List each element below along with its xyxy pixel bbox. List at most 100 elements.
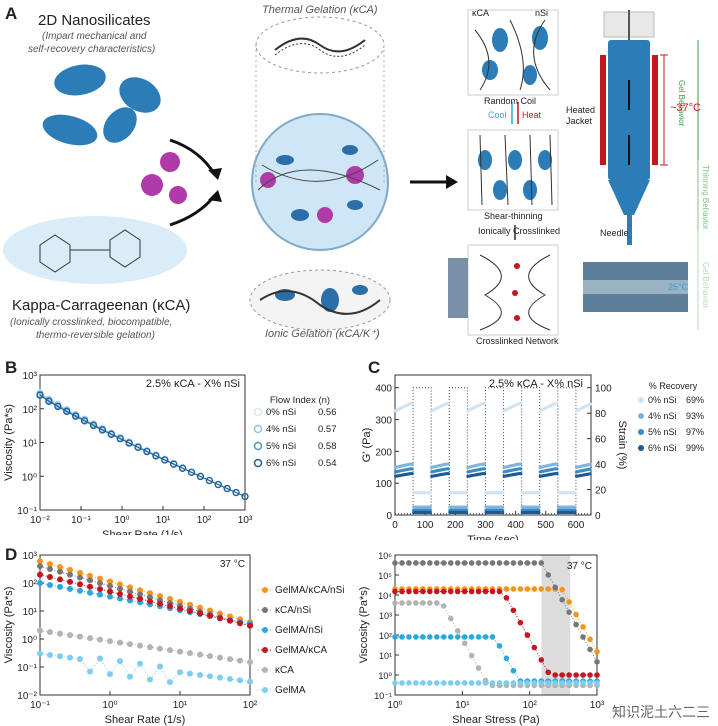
data-point xyxy=(538,586,545,592)
data-point xyxy=(197,671,203,678)
y-tick-label: 10⁻¹ xyxy=(17,506,37,517)
data-point xyxy=(392,600,398,606)
data-point xyxy=(503,680,510,686)
legend-recovery: 93% xyxy=(686,411,704,421)
y2-tick-label: 80 xyxy=(595,409,607,420)
data-point xyxy=(454,560,461,566)
data-point xyxy=(72,412,80,420)
data-point xyxy=(67,566,73,573)
x-tick-label: 10⁰ xyxy=(387,700,402,711)
data-point xyxy=(433,680,440,686)
legend-label: GelMA/nSi xyxy=(275,625,323,636)
legend-marker xyxy=(262,687,268,693)
data-point xyxy=(531,560,538,566)
data-point xyxy=(107,588,113,595)
data-point xyxy=(227,656,233,663)
data-point xyxy=(573,510,577,515)
data-point xyxy=(134,443,142,452)
y-tick-label: 10⁶ xyxy=(378,551,392,561)
data-point xyxy=(580,624,586,630)
y-axis-label: Viscosity (Pa*s) xyxy=(358,587,370,664)
data-point xyxy=(127,588,133,595)
strain-line xyxy=(395,387,591,515)
data-point xyxy=(97,575,103,582)
data-point xyxy=(116,435,124,443)
data-point xyxy=(588,472,592,476)
data-point xyxy=(37,650,43,657)
y-tick-label: 200 xyxy=(375,447,392,458)
data-point xyxy=(510,667,517,674)
data-point xyxy=(545,572,552,578)
data-point xyxy=(587,646,593,653)
data-point xyxy=(67,654,73,661)
data-point xyxy=(392,680,398,686)
data-point xyxy=(503,560,510,566)
data-point xyxy=(157,663,163,670)
data-point xyxy=(573,680,579,686)
data-point xyxy=(77,569,83,576)
data-point xyxy=(127,673,133,680)
data-point xyxy=(217,615,223,622)
data-point xyxy=(392,588,398,595)
y-tick-label: 10¹ xyxy=(379,651,392,661)
y-tick-label: 10⁰ xyxy=(22,635,37,646)
data-point xyxy=(538,560,545,566)
x-tick-label: 10¹ xyxy=(455,700,470,711)
data-point xyxy=(187,670,193,677)
data-point xyxy=(237,677,243,684)
y-tick-label: 10⁰ xyxy=(378,671,392,681)
data-point xyxy=(517,560,524,566)
data-point xyxy=(482,588,489,595)
random-coil-label: Random Coil xyxy=(484,96,537,106)
plot-frame xyxy=(39,374,246,511)
data-point xyxy=(454,628,461,634)
data-point xyxy=(461,588,468,595)
legend-label: 4% nSi xyxy=(648,411,677,421)
data-point xyxy=(510,607,517,614)
data-point xyxy=(97,586,103,593)
data-point xyxy=(468,588,475,595)
series-line xyxy=(39,394,246,498)
data-point xyxy=(531,680,538,686)
ionically-crosslinked-label: Ionically Crosslinked xyxy=(478,226,561,236)
data-point xyxy=(137,591,143,598)
data-point xyxy=(187,650,193,657)
panel-c-chart: 0 100 200 300 400 500 600 0 100 200 300 400 0 20 40 60 8… xyxy=(361,374,704,540)
data-point xyxy=(54,402,62,411)
thermal-gelation-label: Thermal Gelation (κCA) xyxy=(262,4,378,16)
data-point xyxy=(482,402,487,406)
data-point xyxy=(399,588,405,595)
y-tick-label: 10² xyxy=(23,405,38,416)
data-point xyxy=(87,577,93,584)
data-point xyxy=(87,572,93,579)
data-point xyxy=(107,671,113,678)
schematic-kca-label: κCA xyxy=(472,8,490,18)
data-point xyxy=(573,611,579,618)
data-point xyxy=(566,599,572,605)
legend-flow-index: 0.58 xyxy=(318,441,337,452)
needle-label: Needle xyxy=(600,228,629,238)
data-point xyxy=(87,668,93,675)
data-point xyxy=(555,467,559,471)
data-point xyxy=(207,653,213,660)
y-tick-label: 10⁴ xyxy=(378,591,392,601)
data-point xyxy=(37,558,43,565)
data-point xyxy=(566,609,572,615)
data-point xyxy=(147,598,153,605)
data-point xyxy=(47,651,53,658)
data-point xyxy=(37,580,43,586)
data-point xyxy=(475,634,482,640)
data-point xyxy=(237,620,243,627)
data-point xyxy=(537,510,541,515)
data-point xyxy=(468,560,475,566)
data-point xyxy=(573,491,577,495)
legend-label: GelMA xyxy=(275,685,306,696)
legend-marker xyxy=(253,458,263,468)
data-point xyxy=(545,586,552,592)
data-point xyxy=(217,654,223,661)
data-point xyxy=(420,600,426,606)
data-point xyxy=(428,505,432,509)
data-point xyxy=(57,630,63,637)
data-point xyxy=(399,600,405,606)
